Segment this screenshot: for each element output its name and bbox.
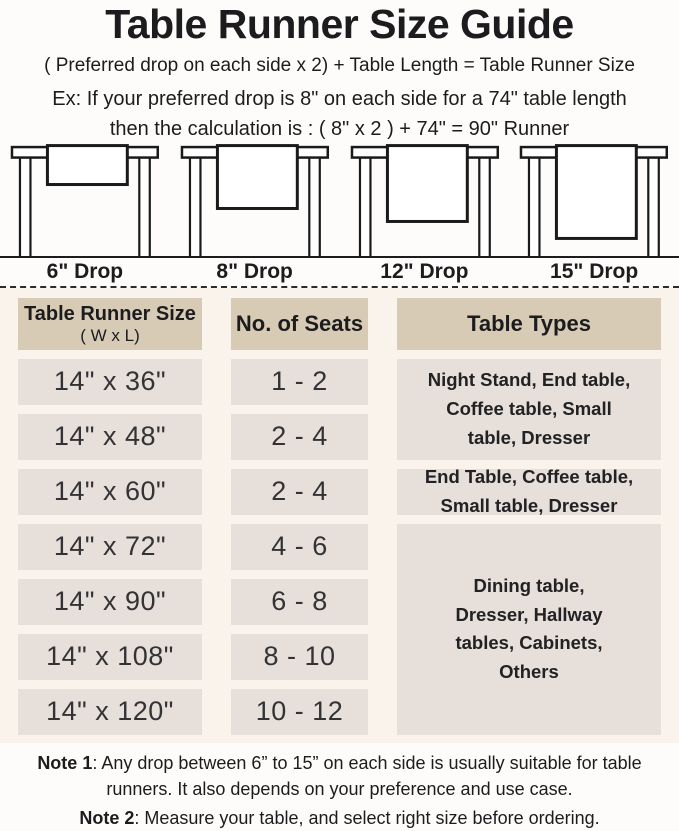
note-2: Note 2: Measure your table, and select r… — [15, 805, 665, 831]
example-line-2: then the calculation is : ( 8" x 2 ) + 7… — [109, 117, 570, 140]
drop-illustrations — [0, 144, 679, 256]
example-line-1: Ex: If your preferred drop is 8" on each… — [52, 87, 627, 110]
runner-size-cell: 14" x 72" — [18, 523, 202, 570]
table-types-group-small-tables: Night Stand, End table, Coffee table, Sm… — [397, 358, 661, 460]
note-1-text: : Any drop between 6” to 15” on each sid… — [92, 752, 642, 800]
runner-size-cell: 14" x 108" — [18, 633, 202, 680]
seats-cell: 10 - 12 — [231, 688, 368, 735]
seats-cell: 1 - 2 — [231, 358, 368, 405]
formula-text: ( Preferred drop on each side x 2) + Tab… — [44, 55, 635, 77]
drop-labels-row: 6" Drop 8" Drop 12" Drop 15" Drop — [0, 255, 679, 288]
header-seats: No. of Seats — [231, 297, 368, 350]
table-figure-8in-drop — [170, 144, 340, 256]
runner-size-cell: 14" x 90" — [18, 578, 202, 625]
runner-size-cell: 14" x 120" — [18, 688, 202, 735]
intro-section: Table Runner Size Guide ( Preferred drop… — [0, 0, 679, 141]
size-guide-table: Table Runner Size ( W x L) No. of Seats … — [0, 287, 679, 743]
note-2-text: : Measure your table, and select right s… — [134, 808, 600, 829]
drop-label-6in: 6" Drop — [46, 259, 124, 283]
drop-label-8in: 8" Drop — [216, 259, 293, 283]
page-title: Table Runner Size Guide — [105, 1, 574, 47]
note-1-label: Note 1 — [37, 752, 93, 773]
table-types-group-medium-tables: End Table, Coffee table, Small table, Dr… — [397, 466, 661, 516]
notes-section: Note 1: Any drop between 6” to 15” on ea… — [0, 743, 679, 831]
header-runner-size: Table Runner Size ( W x L) — [18, 297, 202, 350]
runner-size-cell: 14" x 36" — [18, 358, 202, 405]
seats-cell: 2 - 4 — [231, 413, 368, 460]
table-with-runner-icon — [10, 144, 160, 256]
note-2-label: Note 2 — [79, 808, 135, 829]
table-types-group-large-tables: Dining table, Dresser, Hallway tables, C… — [397, 523, 661, 735]
table-with-runner-icon — [519, 144, 669, 256]
header-runner-size-subtitle: ( W x L) — [80, 325, 140, 345]
table-with-runner-icon — [180, 144, 329, 256]
header-table-types: Table Types — [397, 297, 661, 350]
table-figure-15in-drop — [509, 144, 679, 256]
drop-label-15in: 15" Drop — [550, 259, 639, 283]
drop-label-12in: 12" Drop — [380, 259, 469, 283]
runner-size-cell: 14" x 48" — [18, 413, 202, 460]
table-figure-12in-drop — [340, 144, 510, 256]
table-with-runner-icon — [350, 144, 499, 256]
header-runner-size-title: Table Runner Size — [24, 302, 196, 325]
table-figure-6in-drop — [0, 144, 170, 256]
seats-cell: 2 - 4 — [231, 468, 368, 515]
seats-cell: 8 - 10 — [231, 633, 368, 680]
seats-cell: 4 - 6 — [231, 523, 368, 570]
seats-cell: 6 - 8 — [231, 578, 368, 625]
note-1: Note 1: Any drop between 6” to 15” on ea… — [15, 750, 665, 802]
runner-size-cell: 14" x 60" — [18, 468, 202, 515]
